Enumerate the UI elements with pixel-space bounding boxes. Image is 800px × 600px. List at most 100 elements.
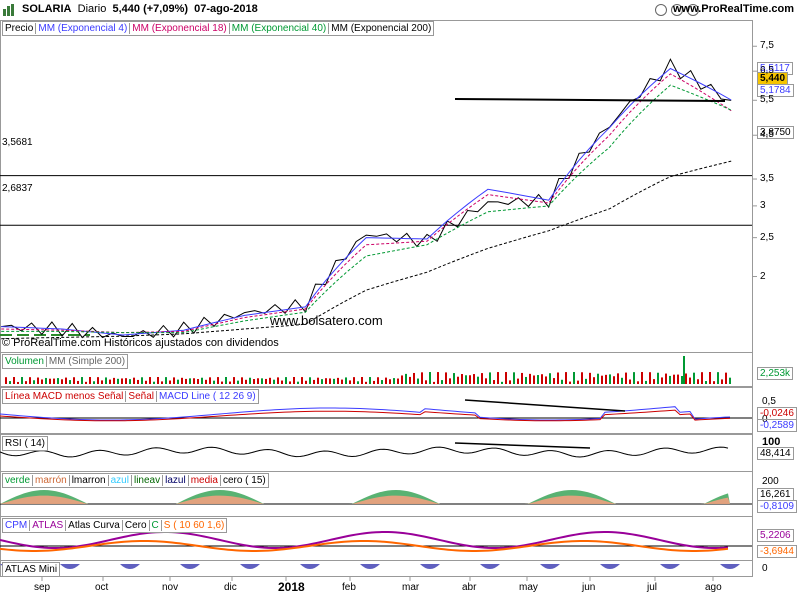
legend-lazul[interactable]: lazul: [163, 475, 189, 486]
legend-ema18[interactable]: MM (Exponencial 18): [130, 23, 230, 34]
chart-header: SOLARIA Diario 5,440 (+7,09%) 07-ago-201…: [0, 0, 800, 20]
legend-s[interactable]: S ( 10 60 1,6): [163, 520, 225, 531]
volume-bar: [69, 380, 71, 384]
volume-bar: [569, 381, 571, 384]
atlas-mini-mark: [360, 564, 380, 569]
volume-bar: [521, 372, 523, 384]
zoom-icon[interactable]: [655, 4, 667, 16]
volume-bar: [321, 379, 323, 384]
verde-value-2: -0,8109: [757, 500, 797, 513]
volume-bar: [205, 379, 207, 384]
volume-bar: [181, 377, 183, 384]
legend-macd-signal[interactable]: Señal: [126, 391, 157, 402]
volume-bar: [229, 381, 231, 384]
rsi-divergence-line: [454, 442, 591, 449]
price-change: (+7,09%): [143, 3, 189, 15]
volume-bar: [329, 378, 331, 384]
legend-vol-mm[interactable]: MM (Simple 200): [48, 356, 126, 367]
volume-bar: [41, 379, 43, 384]
volume-bar: [157, 377, 159, 384]
atlas-value: 0: [762, 563, 768, 574]
volume-bar: [241, 377, 243, 384]
atlas-mini-mark: [720, 564, 740, 569]
volume-bar: [49, 378, 51, 384]
volume-bar: [389, 379, 391, 384]
cpm-line: [0, 531, 729, 549]
rsi-tick-100: 100: [762, 436, 781, 448]
volume-bar: [97, 377, 99, 384]
volume-bar: [589, 372, 591, 384]
legend-ema200[interactable]: MM (Exponencial 200): [331, 23, 432, 34]
atlas-mini-mark: [120, 564, 140, 569]
volume-bar: [537, 375, 539, 384]
volume-bar: [597, 373, 599, 384]
volume-bar: [337, 377, 339, 384]
legend-c[interactable]: C: [149, 520, 162, 531]
x-axis-label: sep: [34, 582, 51, 593]
volume-bar: [317, 377, 319, 384]
volume-bar: [357, 381, 359, 384]
x-axis-label: ago: [705, 582, 722, 593]
volume-bar: [441, 380, 443, 384]
legend-azul[interactable]: azul: [108, 475, 132, 486]
volume-bar: [461, 374, 463, 384]
legend-cpm[interactable]: CPM: [3, 520, 31, 531]
volume-bar: [505, 372, 507, 384]
close-icon[interactable]: [687, 4, 699, 16]
volume-bar: [437, 372, 439, 384]
legend-ema40[interactable]: MM (Exponencial 40): [229, 23, 330, 34]
volume-bar: [57, 378, 59, 384]
legend-verde[interactable]: verde: [3, 475, 34, 486]
verde-tick-200: 200: [762, 476, 779, 487]
volume-bar: [605, 374, 607, 384]
quote-date: 07-ago-2018: [194, 3, 258, 15]
volume-bar: [713, 381, 715, 384]
legend-volumen[interactable]: Volumen: [3, 356, 47, 367]
legend-atlas-curva[interactable]: Atlas Curva: [66, 520, 123, 531]
legend-cero[interactable]: cero ( 15): [222, 475, 266, 486]
price-tick-label: 3: [760, 199, 766, 211]
legend-macd-hist[interactable]: Línea MACD menos Señal: [3, 391, 127, 402]
volume-bar: [529, 373, 531, 384]
volume-bar: [645, 380, 647, 384]
legend-atlas[interactable]: ATLAS: [30, 520, 67, 531]
volume-bar: [677, 374, 679, 384]
s-line: [0, 539, 729, 552]
volume-bar: [673, 374, 675, 384]
legend-marron[interactable]: marrón: [33, 475, 70, 486]
volume-bar: [381, 380, 383, 384]
volume-bar: [585, 378, 587, 384]
volume-bar: [665, 373, 667, 384]
x-axis-label: oct: [95, 582, 109, 593]
x-axis-label: abr: [462, 582, 477, 593]
legend-precio[interactable]: Precio: [3, 23, 37, 34]
x-axis-label: nov: [162, 582, 179, 593]
cpm-value-2: -3,6944: [757, 545, 797, 558]
legend-lmarron[interactable]: lmarron: [69, 475, 109, 486]
site-url[interactable]: www.ProRealTime.com: [672, 3, 794, 15]
x-axis-label: mar: [402, 582, 420, 593]
legend-media[interactable]: media: [188, 475, 221, 486]
volume-bar: [5, 377, 7, 384]
volume-bar: [689, 377, 691, 384]
legend-lineav[interactable]: lineav: [131, 475, 164, 486]
volume-bar: [629, 379, 631, 384]
legend-macd-line[interactable]: MACD Line ( 12 26 9): [158, 391, 256, 402]
volume-bar: [297, 381, 299, 384]
copyright-note: © ProRealTime.com Históricos ajustados c…: [2, 337, 279, 349]
legend-atlas-mini[interactable]: ATLAS Mini: [5, 564, 58, 575]
volume-bar: [65, 377, 67, 384]
settings-icon[interactable]: [671, 4, 683, 16]
legend-cero-cpm[interactable]: Cero: [122, 520, 150, 531]
legend-rsi[interactable]: RSI ( 14): [5, 438, 46, 449]
ema4-line: [1, 67, 732, 336]
volume-bar: [573, 372, 575, 384]
volume-bar: [373, 380, 375, 384]
volume-bar: [397, 378, 399, 384]
volume-bar: [593, 377, 595, 384]
period: Diario: [77, 3, 107, 15]
volume-bar: [409, 376, 411, 384]
volume-bar: [165, 377, 167, 384]
volume-bar: [285, 377, 287, 384]
legend-ema4[interactable]: MM (Exponencial 4): [36, 23, 131, 34]
